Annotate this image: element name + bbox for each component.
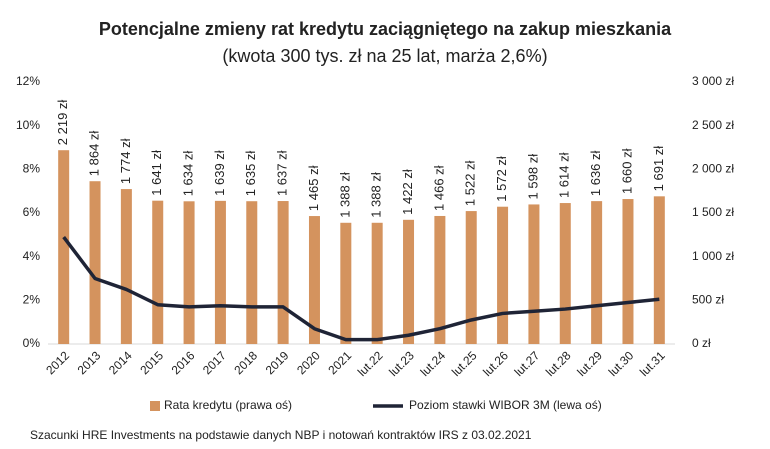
y-tick-label: 6% xyxy=(23,205,41,219)
y-tick-label: 4% xyxy=(23,249,41,263)
y2-tick-label: 500 zł xyxy=(692,293,724,307)
bar xyxy=(277,201,289,344)
y2-tick-label: 2 000 zł xyxy=(692,162,734,176)
value-label: 1 635 zł xyxy=(243,151,258,197)
y2-tick-label: 1 000 zł xyxy=(692,249,734,263)
y-tick-label: 8% xyxy=(23,162,41,176)
y-tick-label: 0% xyxy=(23,336,41,350)
bar xyxy=(528,204,540,344)
value-label: 1 636 zł xyxy=(588,150,603,196)
bar xyxy=(183,201,195,344)
value-label: 1 634 zł xyxy=(181,151,196,197)
value-label: 1 598 zł xyxy=(525,154,540,200)
value-label: 1 522 zł xyxy=(463,160,478,206)
bar xyxy=(89,181,101,344)
value-label: 1 774 zł xyxy=(118,138,133,184)
y-tick-label: 2% xyxy=(23,293,41,307)
value-label: 1 660 zł xyxy=(619,148,634,194)
legend-label: Rata kredytu (prawa oś) xyxy=(164,398,292,412)
bar xyxy=(434,215,446,344)
y2-tick-label: 2 500 zł xyxy=(692,118,734,132)
legend-swatch xyxy=(150,401,160,411)
bar xyxy=(591,201,603,344)
value-label: 1 388 zł xyxy=(369,172,384,218)
value-label: 1 639 zł xyxy=(212,150,227,196)
bar xyxy=(308,216,320,344)
bar xyxy=(214,200,226,344)
value-label: 1 614 zł xyxy=(557,152,572,198)
value-label: 1 388 zł xyxy=(337,172,352,218)
value-label: 1 466 zł xyxy=(431,165,446,211)
source-note: Szacunki HRE Investments na podstawie da… xyxy=(30,428,532,442)
y2-tick-label: 1 500 zł xyxy=(692,205,734,219)
value-label: 1 572 zł xyxy=(494,156,509,202)
chart-title: Potencjalne zmieny rat kredytu zaciągnię… xyxy=(99,19,672,39)
bar xyxy=(653,196,665,344)
bar xyxy=(497,206,509,344)
bar xyxy=(622,199,634,344)
bar xyxy=(403,219,415,344)
bar xyxy=(340,222,352,344)
bar xyxy=(152,200,164,344)
value-label: 1 637 zł xyxy=(275,150,290,196)
value-label: 1 465 zł xyxy=(306,165,321,211)
y-tick-label: 12% xyxy=(16,74,40,88)
y2-tick-label: 3 000 zł xyxy=(692,74,734,88)
bar xyxy=(465,211,477,344)
bar xyxy=(120,189,132,344)
line xyxy=(62,235,660,342)
legend-label: Poziom stawki WIBOR 3M (lewa oś) xyxy=(409,398,602,412)
value-label: 1 641 zł xyxy=(149,150,164,196)
value-label: 1 691 zł xyxy=(651,146,666,192)
value-label: 1 422 zł xyxy=(400,169,415,215)
y2-tick-label: 0 zł xyxy=(692,336,711,350)
value-label: 2 219 zł xyxy=(55,100,70,146)
bar xyxy=(58,150,70,344)
bar xyxy=(371,222,383,344)
y-tick-label: 10% xyxy=(16,118,40,132)
value-label: 1 864 zł xyxy=(86,131,101,177)
bar xyxy=(559,203,571,344)
bar xyxy=(246,201,258,344)
chart-subtitle: (kwota 300 tys. zł na 25 lat, marża 2,6%… xyxy=(222,46,547,66)
